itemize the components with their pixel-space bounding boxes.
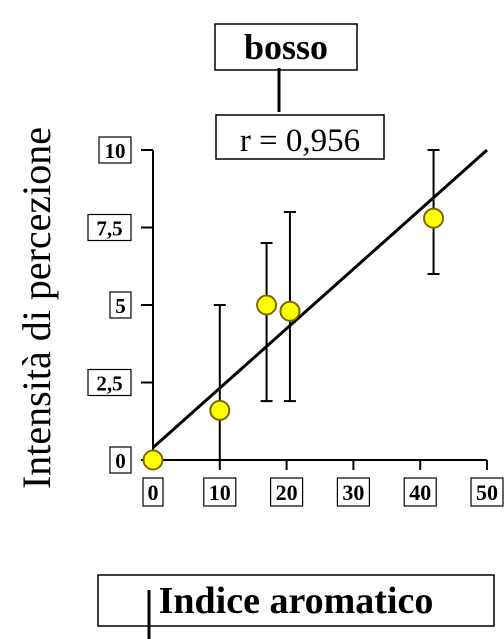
- y-tick-label: 2,5: [96, 372, 122, 396]
- y-tick-label-box: [87, 368, 132, 397]
- y-tick-label: 10: [105, 139, 126, 163]
- title-box: [214, 23, 358, 71]
- annotation-box: [215, 114, 385, 160]
- annotation-group: r = 0,956: [215, 114, 385, 160]
- chart-title: bosso: [244, 27, 328, 67]
- y-tick-label-box: [87, 213, 132, 242]
- x-tick-label-box: [336, 477, 370, 507]
- x-tick-label: 30: [342, 480, 364, 505]
- x-tick-label-box: [270, 477, 304, 507]
- x-tick-label-box: [142, 477, 164, 507]
- x-tick-label: 20: [276, 480, 298, 505]
- x-tick-label: 40: [409, 480, 431, 505]
- y-tick-label-box: [109, 446, 132, 474]
- x-tick-label: 0: [148, 480, 159, 505]
- data-point: [279, 300, 301, 322]
- y-ticks: 0 2,5 5 7,5 10: [87, 136, 153, 474]
- data-point: [142, 449, 164, 471]
- data-point: [256, 294, 278, 316]
- y-axis-label: Intensità di percezione: [14, 127, 59, 489]
- x-label-group: Indice aromatico: [97, 574, 495, 627]
- correlation-annotation: r = 0,956: [240, 123, 360, 159]
- x-ticks: 0 10 20 30 40 50: [142, 460, 504, 507]
- x-tick-label: 10: [209, 480, 231, 505]
- y-tick-label-box: [109, 291, 132, 319]
- x-label-box: [97, 574, 495, 627]
- y-tick-label: 7,5: [96, 217, 122, 241]
- x-tick-label-box: [470, 477, 504, 507]
- x-tick-label: 50: [476, 480, 498, 505]
- error-bars: [213, 149, 440, 461]
- x-tick-label-box: [403, 477, 437, 507]
- x-axis-label: Indice aromatico: [159, 580, 434, 622]
- title-group: bosso: [214, 23, 358, 71]
- data-points: [142, 207, 445, 471]
- data-point: [209, 399, 231, 421]
- regression-line: [152, 148, 488, 449]
- x-tick-label-box: [203, 477, 237, 507]
- y-tick-label: 5: [115, 294, 126, 318]
- data-point: [423, 207, 445, 229]
- y-tick-label-box: [98, 136, 132, 164]
- y-tick-label: 0: [115, 449, 126, 473]
